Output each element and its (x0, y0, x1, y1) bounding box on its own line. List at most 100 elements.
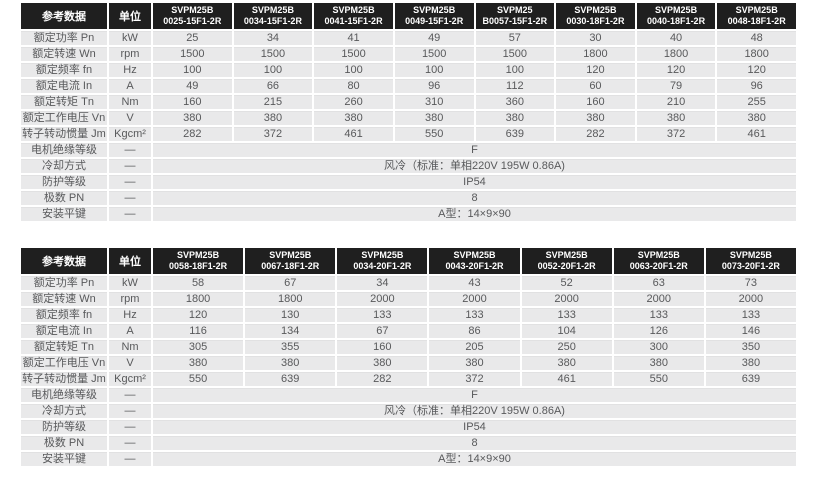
row-label: 极数 PN (21, 191, 107, 205)
col-header-model: SVPM25B 0034-20F1-2R (337, 248, 428, 274)
model-series: SVPM25B (361, 250, 404, 260)
merged-value-cell: A型：14×9×90 (153, 452, 796, 466)
value-cell: 461 (314, 127, 393, 141)
value-cell: 57 (475, 31, 555, 45)
row-label: 额定转矩 Tn (21, 95, 107, 109)
model-series: SVPM25B (729, 250, 772, 260)
header-row: 参考数据 单位 SVPM25B 0058-18F1-2R SVPM25B 0067-18F… (21, 248, 796, 274)
row-label: 额定频率 fn (21, 63, 107, 77)
value-cell: 380 (556, 111, 635, 125)
row-label: 安装平键 (21, 452, 107, 466)
row-label: 安装平键 (21, 207, 107, 221)
value-cell: 380 (314, 111, 393, 125)
value-cell: 100 (475, 63, 555, 77)
value-cell: 112 (475, 79, 555, 93)
value-cell: 1500 (233, 47, 313, 61)
value-cell: 2000 (521, 292, 612, 306)
value-cell: 160 (556, 95, 635, 109)
table-row: 转子转动惯量 Jm Kgcm² 550 639 282 372 461 550 639 (21, 372, 796, 386)
value-cell: 380 (245, 356, 336, 370)
value-cell: 2000 (429, 292, 520, 306)
value-cell: 260 (314, 95, 393, 109)
value-cell: 205 (429, 340, 520, 354)
spec-table-2: 参考数据 单位 SVPM25B 0058-18F1-2R SVPM25B 0067-18F… (19, 246, 798, 468)
value-cell: 120 (717, 63, 796, 77)
col-header-params: 参考数据 (21, 3, 107, 29)
value-cell: 380 (705, 356, 796, 370)
col-header-unit: 单位 (109, 248, 151, 274)
model-code: 0025-15F1-2R (163, 16, 222, 26)
table-row: 极数 PN —8 (21, 436, 796, 450)
value-cell: 380 (394, 111, 474, 125)
value-cell: 49 (394, 31, 474, 45)
value-cell: 250 (521, 340, 612, 354)
value-cell: 1800 (556, 47, 635, 61)
model-series: SVPM25B (545, 250, 588, 260)
row-label: 极数 PN (21, 436, 107, 450)
model-code: 0041-15F1-2R (324, 16, 383, 26)
model-series: SVPM25B (637, 250, 680, 260)
unit-cell: Nm (109, 340, 151, 354)
col-header-model: SVPM25 B0057-15F1-2R (475, 3, 555, 29)
row-label: 防护等级 (21, 175, 107, 189)
value-cell: 120 (636, 63, 716, 77)
model-series: SVPM25B (269, 250, 312, 260)
col-header-model: SVPM25B 0058-18F1-2R (153, 248, 244, 274)
value-cell: 67 (337, 324, 428, 338)
table-row: 额定工作电压 Vn V 380 380 380 380 380 380 380 (21, 356, 796, 370)
row-label: 额定转矩 Tn (21, 340, 107, 354)
col-header-model: SVPM25B 0048-18F1-2R (717, 3, 796, 29)
unit-cell: Hz (109, 308, 151, 322)
model-series: SVPM25B (453, 250, 496, 260)
model-series: SVPM25 (497, 5, 533, 15)
model-code: 0073-20F1-2R (721, 261, 780, 271)
row-label: 额定电流 In (21, 324, 107, 338)
value-cell: 58 (153, 276, 244, 290)
value-cell: 116 (153, 324, 244, 338)
row-label: 转子转动惯量 Jm (21, 127, 107, 141)
row-label: 额定转速 Wn (21, 47, 107, 61)
model-code: 0058-18F1-2R (169, 261, 228, 271)
model-series: SVPM25B (413, 5, 456, 15)
model-series: SVPM25B (177, 250, 220, 260)
col-header-model: SVPM25B 0030-18F1-2R (556, 3, 635, 29)
value-cell: 134 (245, 324, 336, 338)
col-header-model: SVPM25B 0052-20F1-2R (521, 248, 612, 274)
col-header-model: SVPM25B 0034-15F1-2R (233, 3, 313, 29)
model-series: SVPM25B (655, 5, 698, 15)
model-series: SVPM25B (574, 5, 617, 15)
value-cell: 100 (233, 63, 313, 77)
model-code: 0034-20F1-2R (353, 261, 412, 271)
table-row: 额定工作电压 Vn V 380 380 380 380 380 380 380 380 (21, 111, 796, 125)
merged-value-cell: 8 (153, 191, 796, 205)
unit-cell: Kgcm² (109, 372, 151, 386)
unit-cell: — (109, 420, 151, 434)
unit-cell: — (109, 191, 151, 205)
unit-cell: A (109, 79, 151, 93)
value-cell: 639 (705, 372, 796, 386)
value-cell: 639 (245, 372, 336, 386)
value-cell: 160 (337, 340, 428, 354)
value-cell: 34 (233, 31, 313, 45)
value-cell: 52 (521, 276, 612, 290)
col-header-model: SVPM25B 0073-20F1-2R (705, 248, 796, 274)
value-cell: 96 (717, 79, 796, 93)
value-cell: 310 (394, 95, 474, 109)
value-cell: 41 (314, 31, 393, 45)
value-cell: 380 (636, 111, 716, 125)
value-cell: 1500 (153, 47, 232, 61)
value-cell: 133 (613, 308, 704, 322)
value-cell: 380 (337, 356, 428, 370)
unit-cell: V (109, 111, 151, 125)
row-label: 防护等级 (21, 420, 107, 434)
col-header-model: SVPM25B 0063-20F1-2R (613, 248, 704, 274)
value-cell: 133 (705, 308, 796, 322)
model-code: 0030-18F1-2R (566, 16, 625, 26)
value-cell: 25 (153, 31, 232, 45)
table-row: 安装平键 — A型：14×9×90 (21, 452, 796, 466)
table-row: 额定功率 Pn kW 58 67 34 43 52 63 73 (21, 276, 796, 290)
table-row: 电机绝缘等级 — F (21, 388, 796, 402)
value-cell: 550 (394, 127, 474, 141)
value-cell: 80 (314, 79, 393, 93)
table-row: 电机绝缘等级 — F (21, 143, 796, 157)
